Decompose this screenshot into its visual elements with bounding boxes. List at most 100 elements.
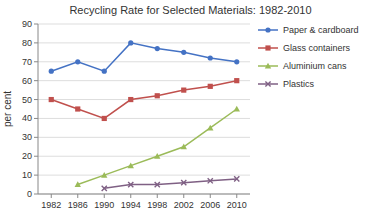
- grid-line: [38, 42, 250, 43]
- grid-line: [38, 137, 250, 138]
- x-tick: [236, 194, 237, 198]
- point: [207, 125, 213, 131]
- legend-marker: [265, 81, 270, 86]
- y-axis-line: [38, 24, 39, 194]
- grid-line: [38, 24, 250, 25]
- title: Recycling Rate for Selected Materials: 1…: [69, 4, 311, 16]
- point: [75, 181, 81, 187]
- point: [128, 162, 134, 168]
- series-line: [104, 179, 237, 188]
- x-tick: [104, 194, 105, 198]
- legend-item: Glass containers: [258, 43, 351, 53]
- point: [128, 97, 133, 102]
- y-tick-label: 30: [22, 132, 32, 142]
- legend-label: Plastics: [283, 79, 315, 89]
- point: [208, 178, 213, 183]
- point: [75, 106, 80, 111]
- x-tick-label: 2006: [200, 200, 220, 210]
- y-tick: [34, 61, 38, 62]
- point: [208, 55, 213, 60]
- y-tick: [34, 194, 38, 195]
- chart-container: Recycling Rate for Selected Materials: 1…: [0, 0, 381, 222]
- legend-label: Aluminium cans: [283, 61, 347, 71]
- y-tick-label: 80: [22, 38, 32, 48]
- x-tick: [183, 194, 184, 198]
- x-tick: [51, 194, 52, 198]
- point: [155, 182, 160, 187]
- point: [155, 46, 160, 51]
- legend-marker: [265, 63, 271, 69]
- x-tick-label: 1982: [41, 200, 61, 210]
- y-tick-label: 40: [22, 113, 32, 123]
- y-tick: [34, 80, 38, 81]
- grid-line: [38, 194, 250, 195]
- legend-item: Aluminium cans: [258, 61, 347, 71]
- y-tick: [34, 24, 38, 25]
- legend-marker: [265, 27, 270, 32]
- point: [234, 59, 239, 64]
- point: [154, 153, 160, 159]
- x-tick: [210, 194, 211, 198]
- x-tick-label: 1990: [94, 200, 114, 210]
- series-line: [51, 43, 237, 71]
- series-line: [51, 81, 237, 119]
- point: [234, 106, 240, 112]
- x-tick-label: 1994: [121, 200, 141, 210]
- legend-label: Glass containers: [283, 43, 351, 53]
- x-tick: [130, 194, 131, 198]
- point: [208, 84, 213, 89]
- y-tick: [34, 175, 38, 176]
- series: [102, 176, 240, 191]
- y-tick-label: 20: [22, 151, 32, 161]
- grid: [38, 24, 250, 194]
- grid-line: [38, 118, 250, 119]
- point: [234, 176, 239, 181]
- y-tick-label: 0: [27, 189, 32, 199]
- y-tick: [34, 137, 38, 138]
- series: [49, 40, 240, 74]
- y-axis-label: per cent: [2, 91, 13, 127]
- point: [181, 180, 186, 185]
- y-tick-label: 60: [22, 76, 32, 86]
- series-line: [78, 109, 237, 185]
- x-tick-label: 2010: [227, 200, 247, 210]
- grid-line: [38, 175, 250, 176]
- y-tick: [34, 156, 38, 157]
- point: [102, 116, 107, 121]
- y-tick-label: 10: [22, 170, 32, 180]
- point: [181, 88, 186, 93]
- point: [101, 172, 107, 178]
- x-tick-label: 1986: [68, 200, 88, 210]
- y-tick-label: 50: [22, 95, 32, 105]
- y-tick: [34, 118, 38, 119]
- legend-label: Paper & cardboard: [283, 25, 359, 35]
- legend-item: Paper & cardboard: [258, 25, 359, 35]
- point: [49, 97, 54, 102]
- point: [128, 40, 133, 45]
- point: [155, 93, 160, 98]
- legend-item: Plastics: [258, 79, 315, 89]
- point: [234, 78, 239, 83]
- grid-line: [38, 156, 250, 157]
- point: [181, 50, 186, 55]
- legend: Paper & cardboard Glass containers Alumini…: [258, 25, 359, 89]
- chart-svg: Recycling Rate for Selected Materials: 1…: [0, 0, 381, 222]
- marks: [49, 40, 240, 191]
- y-tick: [34, 42, 38, 43]
- x-axis-line: [38, 194, 250, 195]
- series: [49, 78, 240, 121]
- y-tick-label: 90: [22, 19, 32, 29]
- point: [102, 69, 107, 74]
- point: [128, 182, 133, 187]
- grid-line: [38, 80, 250, 81]
- y-tick: [34, 99, 38, 100]
- x-tick: [77, 194, 78, 198]
- x-tick-label: 2002: [174, 200, 194, 210]
- grid-line: [38, 61, 250, 62]
- legend-marker: [265, 45, 270, 50]
- point: [49, 69, 54, 74]
- series: [75, 106, 240, 187]
- point: [75, 59, 80, 64]
- x-tick-label: 1998: [147, 200, 167, 210]
- y-tick-label: 70: [22, 57, 32, 67]
